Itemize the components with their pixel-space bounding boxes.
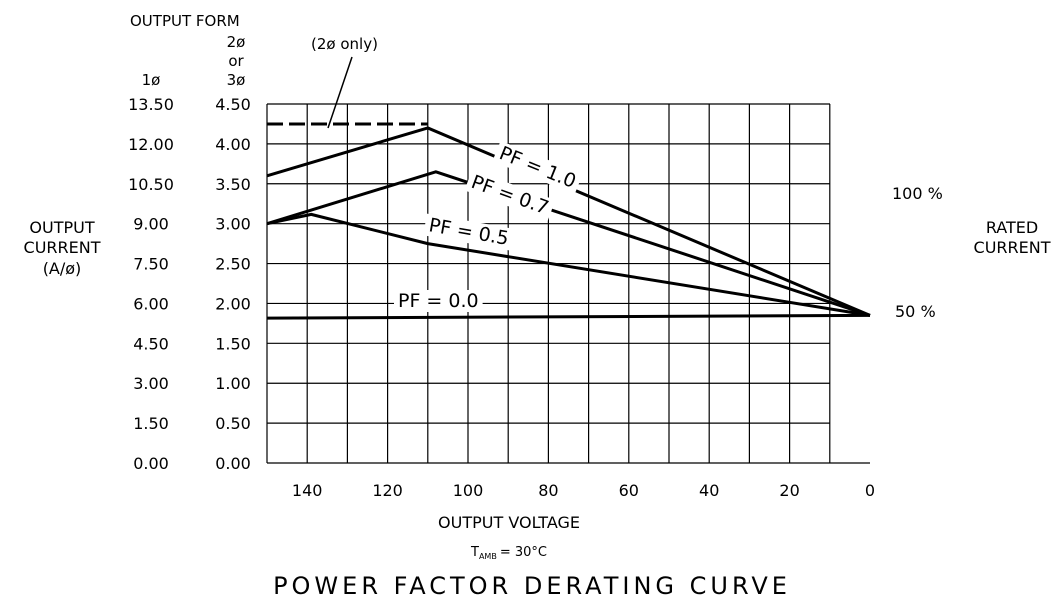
y-tick-label-1ph: 12.00: [128, 135, 174, 154]
x-tick-label: 80: [538, 481, 558, 500]
rated-current-line2: CURRENT: [974, 238, 1051, 257]
y-tick-label-23ph: 4.00: [215, 135, 251, 154]
y-tick-label-23ph: 3.50: [215, 175, 251, 194]
rated-50-percent: 50 %: [895, 302, 936, 321]
output-form-2ph: 2ø: [227, 33, 246, 51]
x-tick-label: 100: [453, 481, 484, 500]
y-ticks-23ph: 0.00 0.50 1.00 1.50 2.00 2.50 3.00 3.50 4.00 4.50: [215, 95, 251, 473]
series-label-bg: [423, 213, 515, 251]
y-tick-label-1ph: 10.50: [128, 175, 174, 194]
output-form-or: or: [228, 52, 244, 70]
rated-100-percent: 100 %: [892, 184, 943, 203]
x-tick-label: 140: [292, 481, 323, 500]
y-tick-label-23ph: 1.00: [215, 374, 251, 393]
y-tick-label-1ph: 6.00: [133, 294, 169, 313]
series-label-bg: [492, 140, 583, 195]
y-tick-label-23ph: 0.00: [215, 454, 251, 473]
y-tick-label-23ph: 0.50: [215, 414, 251, 433]
note-leader-line: [327, 56, 353, 129]
output-form-label: OUTPUT FORM: [130, 12, 240, 30]
series-labels: PF = 1.0PF = 0.7PF = 0.5PF = 0.0: [394, 140, 583, 312]
y-tick-label-1ph: 13.50: [128, 95, 174, 114]
output-form-1ph: 1ø: [142, 71, 161, 89]
note-2ph-only: (2ø only): [311, 35, 378, 53]
series-line-0: [266, 126, 871, 317]
series-line-1: [266, 170, 871, 317]
y-axis-label-line2: CURRENT: [24, 238, 101, 257]
x-axis-label: OUTPUT VOLTAGE: [438, 513, 580, 532]
y-tick-label-23ph: 1.50: [215, 334, 251, 353]
ambient-temp-subscript: AMB: [479, 552, 497, 561]
x-tick-label: 0: [865, 481, 875, 500]
y-tick-label-23ph: 2.50: [215, 255, 251, 274]
y-tick-label-23ph: 2.00: [215, 294, 251, 313]
ambient-temp-value: = 30°C: [500, 545, 547, 560]
series-label-bg: [464, 169, 556, 221]
ambient-temp-symbol: T: [470, 545, 479, 560]
y-tick-label-23ph: 4.50: [215, 95, 251, 114]
y-tick-label-1ph: 3.00: [133, 374, 169, 393]
x-tick-label: 120: [372, 481, 403, 500]
y-tick-label-1ph: 9.00: [133, 215, 169, 234]
y-tick-label-1ph: 1.50: [133, 414, 169, 433]
y-tick-label-1ph: 7.50: [133, 255, 169, 274]
y-axis-label-line3: (A/ø): [43, 259, 82, 278]
rated-current-line1: RATED: [986, 218, 1038, 237]
grid: [266, 103, 870, 464]
ambient-temp-condition: TAMB = 30°C: [470, 545, 547, 561]
y-tick-label-23ph: 3.00: [215, 215, 251, 234]
series-line-3: [266, 313, 871, 320]
chart-title: POWER FACTOR DERATING CURVE: [273, 572, 791, 600]
x-tick-label: 60: [619, 481, 639, 500]
y-ticks-1ph: 0.00 1.50 3.00 4.50 6.00 7.50 9.00 10.50 12.00 13…: [128, 95, 174, 473]
y-tick-label-1ph: 0.00: [133, 454, 169, 473]
x-tick-label: 20: [779, 481, 799, 500]
x-ticks: 140 120 100 80 60 40 20 0: [292, 481, 875, 500]
series-label-3: PF = 0.0: [398, 290, 479, 312]
x-tick-label: 40: [699, 481, 719, 500]
series-label-bg: [394, 290, 483, 312]
output-form-3ph: 3ø: [227, 71, 246, 89]
y-tick-label-1ph: 4.50: [133, 334, 169, 353]
series: [266, 122, 871, 320]
series-line-2: [266, 212, 871, 317]
y-axis-label-line1: OUTPUT: [29, 218, 94, 237]
